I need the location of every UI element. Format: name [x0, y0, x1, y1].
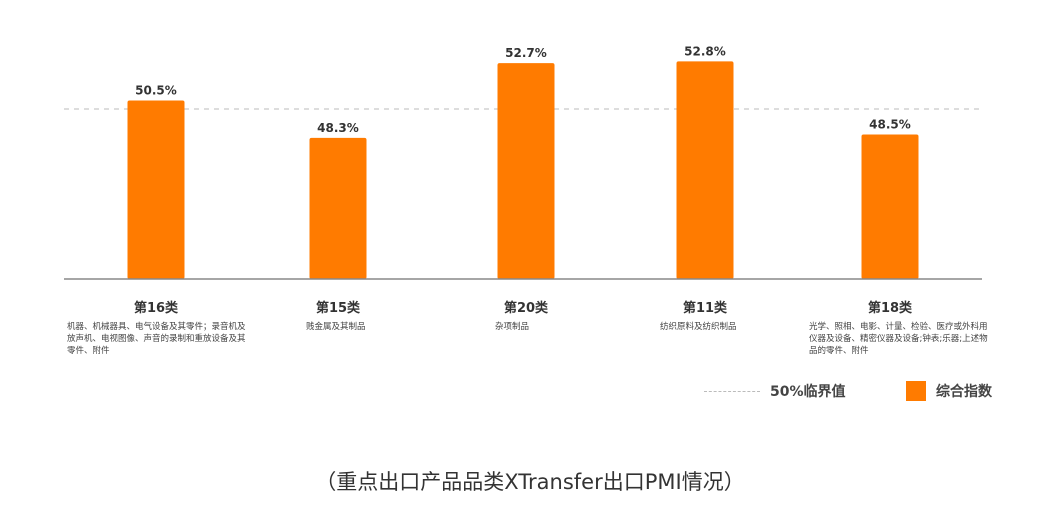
legend-series: 综合指数: [906, 381, 992, 401]
value-label-1: 50.5%: [135, 84, 177, 98]
legend-swatch: [906, 381, 926, 401]
value-label-2: 48.3%: [317, 121, 359, 135]
category-description-4: 纺织原料及纺织制品: [660, 322, 737, 332]
value-label-4: 52.8%: [684, 44, 726, 58]
category-label-5: 第18类: [867, 301, 913, 316]
bar-3: [497, 63, 555, 279]
category-description-3: 杂项制品: [495, 322, 530, 332]
legend-reference-label: 50%临界值: [770, 384, 846, 400]
chart-caption: （重点出口产品品类XTransfer出口PMI情况）: [315, 470, 745, 494]
legend-dash-line: [704, 390, 760, 392]
category-label-1: 第16类: [133, 301, 179, 316]
value-label-5: 48.5%: [869, 118, 911, 132]
legend-reference: 50%临界值: [704, 381, 846, 401]
bar-5: [861, 134, 919, 279]
legend-series-label: 综合指数: [936, 384, 992, 400]
category-description-1: 机器、机械器具、电气设备及其零件；录音机及放声机、电视图像、声音的录制和重放设备…: [67, 322, 246, 356]
category-description-2: 贱金属及其制品: [306, 322, 366, 332]
category-description-5: 光学、照相、电影、计量、检验、医疗或外科用仪器及设备、精密仪器及设备;钟表;乐器…: [809, 322, 988, 356]
bar-1: [127, 100, 185, 279]
bars-group: 50.5% 48.3% 52.7% 52.8% 48.5%: [127, 44, 919, 280]
category-label-3: 第20类: [503, 301, 549, 316]
category-label-2: 第15类: [315, 301, 361, 316]
bar-4: [676, 61, 734, 280]
category-label-4: 第11类: [682, 301, 728, 316]
bar-2: [309, 137, 367, 279]
value-label-3: 52.7%: [505, 46, 547, 60]
